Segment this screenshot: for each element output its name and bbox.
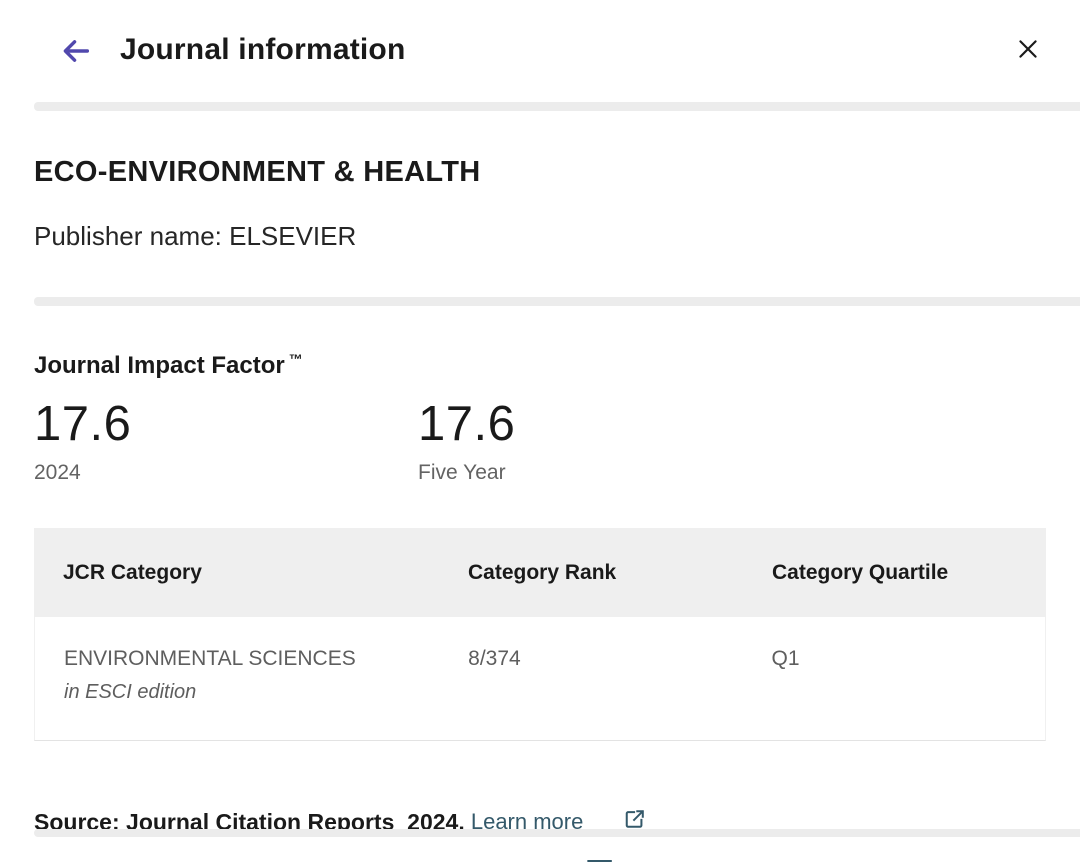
- category-name: ENVIRONMENTAL SCIENCES: [64, 647, 356, 670]
- column-header-jcr-category: JCR Category: [63, 560, 202, 584]
- section-divider: [34, 297, 1080, 306]
- category-table: JCR Category Category Rank Category Quar…: [34, 528, 1046, 741]
- metric-value: 17.6: [418, 397, 516, 451]
- journal-information-panel: Journal information ECO-ENVIRONMENT & HE…: [34, 28, 1080, 837]
- journal-title: ECO-ENVIRONMENT & HEALTH: [34, 156, 481, 188]
- table-row: ENVIRONMENTAL SCIENCES in ESCI edition 8…: [34, 617, 1046, 741]
- column-header-category-rank: Category Rank: [468, 560, 617, 584]
- column-header-category-quartile: Category Quartile: [772, 560, 949, 584]
- arrow-left-icon: [59, 34, 93, 71]
- section-divider: [34, 829, 1080, 837]
- cell-category-rank: 8/374: [468, 647, 521, 670]
- source-line: Source: Journal Citation Reports 2024. L…: [34, 782, 646, 862]
- cell-jcr-category: ENVIRONMENTAL SCIENCES in ESCI edition: [35, 647, 468, 704]
- trademark-symbol: ™: [288, 351, 303, 367]
- close-icon: [1015, 36, 1041, 65]
- table-header-row: JCR Category Category Rank Category Quar…: [34, 528, 1046, 617]
- impact-factor-metric: 17.6 2024: [34, 397, 132, 485]
- page-title: Journal information: [120, 33, 406, 66]
- metric-value: 17.6: [34, 397, 132, 451]
- learn-more-link[interactable]: Learn more: [465, 782, 646, 862]
- section-divider: [34, 102, 1080, 111]
- publisher-name: Publisher name: ELSEVIER: [34, 221, 357, 251]
- impact-factor-heading: Journal Impact Factor ™: [34, 351, 303, 379]
- impact-factor-metric: 17.6 Five Year: [418, 397, 516, 485]
- category-edition: in ESCI edition: [64, 681, 197, 703]
- close-button[interactable]: [1006, 28, 1050, 72]
- metric-label: Five Year: [418, 460, 506, 484]
- back-button[interactable]: [54, 30, 98, 74]
- cell-category-quartile: Q1: [771, 647, 800, 670]
- metric-label: 2024: [34, 460, 81, 484]
- external-link-icon: [587, 782, 646, 862]
